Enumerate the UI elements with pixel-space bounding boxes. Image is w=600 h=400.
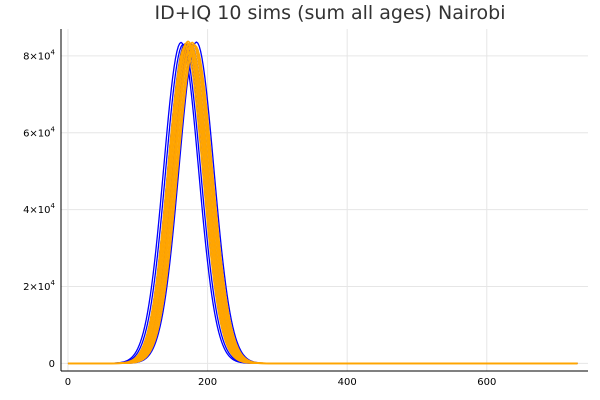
series-line-3 <box>67 42 578 364</box>
series-lines <box>67 40 578 365</box>
series-line-10 <box>67 42 578 365</box>
y-tick-labels: 0 2×104 4×104 6×104 8×104 <box>23 48 55 369</box>
grid-lines <box>61 29 588 371</box>
chart-title: ID+IQ 10 sims (sum all ages) Nairobi <box>155 2 506 24</box>
series-line-16 <box>67 44 578 365</box>
series-line-2 <box>67 43 578 364</box>
series-line-5 <box>67 41 578 364</box>
y-tick-label: 6×104 <box>23 125 55 139</box>
x-tick-label: 600 <box>477 377 496 388</box>
series-line-15 <box>67 43 578 365</box>
series-line-13 <box>67 44 578 365</box>
series-line-6 <box>67 42 578 364</box>
x-tick-labels: 0 200 400 600 <box>65 377 497 388</box>
x-tick-label: 400 <box>338 377 357 388</box>
series-line-8 <box>67 43 578 364</box>
x-tick-label: 0 <box>65 377 71 388</box>
y-tick-label: 2×104 <box>23 279 55 293</box>
series-line-14 <box>67 41 578 365</box>
y-tick-label: 4×104 <box>23 202 55 216</box>
series-line-11 <box>67 40 578 365</box>
series-line-12 <box>67 42 578 365</box>
y-tick-label: 0 <box>49 359 55 370</box>
axes <box>60 29 588 372</box>
x-tick-label: 200 <box>198 377 217 388</box>
series-line-4 <box>67 43 578 364</box>
series-line-9 <box>67 45 578 365</box>
series-line-7 <box>67 43 578 364</box>
series-line-1 <box>67 41 578 364</box>
y-tick-label: 8×104 <box>23 48 55 62</box>
